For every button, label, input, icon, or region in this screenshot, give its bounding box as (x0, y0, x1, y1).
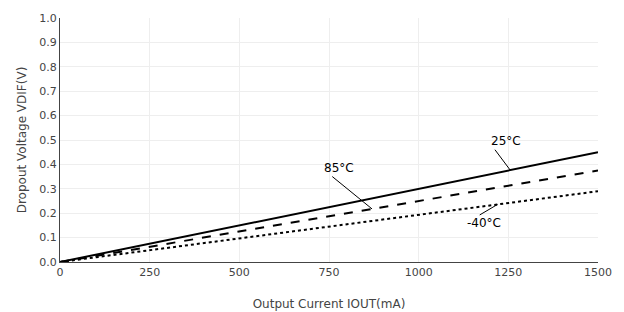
svg-text:0.5: 0.5 (39, 134, 57, 147)
svg-text:1500: 1500 (584, 266, 612, 279)
svg-text:25°C: 25°C (491, 134, 521, 148)
svg-text:1250: 1250 (494, 266, 522, 279)
svg-text:0.6: 0.6 (39, 109, 57, 122)
svg-text:1000: 1000 (405, 266, 433, 279)
svg-text:750: 750 (319, 266, 340, 279)
svg-text:0: 0 (57, 266, 64, 279)
svg-text:0.4: 0.4 (39, 158, 57, 171)
svg-text:0.9: 0.9 (39, 36, 57, 49)
svg-text:Output Current IOUT(mA): Output Current IOUT(mA) (253, 297, 406, 311)
svg-text:0.7: 0.7 (39, 85, 57, 98)
svg-text:0.1: 0.1 (39, 231, 57, 244)
svg-text:500: 500 (229, 266, 250, 279)
svg-text:250: 250 (139, 266, 160, 279)
svg-text:0.2: 0.2 (39, 207, 57, 220)
svg-text:0.8: 0.8 (39, 61, 57, 74)
svg-text:1.0: 1.0 (39, 12, 57, 25)
svg-text:85°C: 85°C (324, 161, 354, 175)
svg-text:-40°C: -40°C (467, 216, 501, 230)
svg-text:0.0: 0.0 (39, 256, 57, 269)
svg-text:Dropout Voltage VDIF(V): Dropout Voltage VDIF(V) (15, 67, 29, 214)
svg-text:0.3: 0.3 (39, 183, 57, 196)
